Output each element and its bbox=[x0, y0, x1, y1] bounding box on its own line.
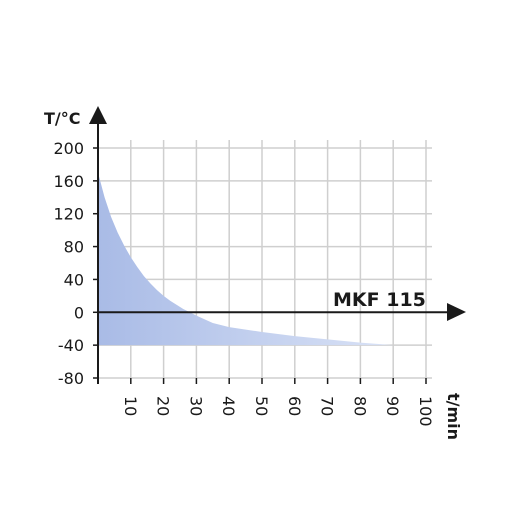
y-tick-label-200: 200 bbox=[53, 139, 84, 158]
y-tick-label-120: 120 bbox=[53, 205, 84, 224]
x-axis-label: t/min bbox=[444, 393, 463, 440]
x-axis-arrow bbox=[447, 303, 466, 321]
y-tick-label-80: 80 bbox=[64, 238, 84, 257]
x-tick-label-60: 60 bbox=[285, 396, 304, 416]
y-tick-label-40: 40 bbox=[64, 270, 84, 289]
x-tick-label-40: 40 bbox=[219, 396, 238, 416]
x-tick-label-50: 50 bbox=[252, 396, 271, 416]
y-tick-labels: 200 160 120 80 40 0 -40 -80 bbox=[53, 139, 98, 388]
x-tick-label-100: 100 bbox=[416, 396, 435, 427]
y-axis-label: T/°C bbox=[44, 109, 81, 128]
model-annotation: MKF 115 bbox=[333, 289, 426, 311]
y-tick-label-160: 160 bbox=[53, 172, 84, 191]
x-tick-label-20: 20 bbox=[154, 396, 173, 416]
x-tick-label-30: 30 bbox=[186, 396, 205, 416]
x-tick-label-70: 70 bbox=[318, 396, 337, 416]
y-tick-label--40: -40 bbox=[58, 336, 84, 355]
x-tick-label-80: 80 bbox=[350, 396, 369, 416]
x-tick-labels: 10 20 30 40 50 60 70 80 90 100 bbox=[121, 378, 435, 427]
x-tick-label-10: 10 bbox=[121, 396, 140, 416]
y-tick-label--80: -80 bbox=[58, 369, 84, 388]
x-tick-label-90: 90 bbox=[383, 396, 402, 416]
axes bbox=[89, 106, 466, 384]
y-tick-label-0: 0 bbox=[74, 303, 84, 322]
y-axis-arrow bbox=[89, 106, 107, 124]
temperature-area bbox=[98, 172, 394, 346]
